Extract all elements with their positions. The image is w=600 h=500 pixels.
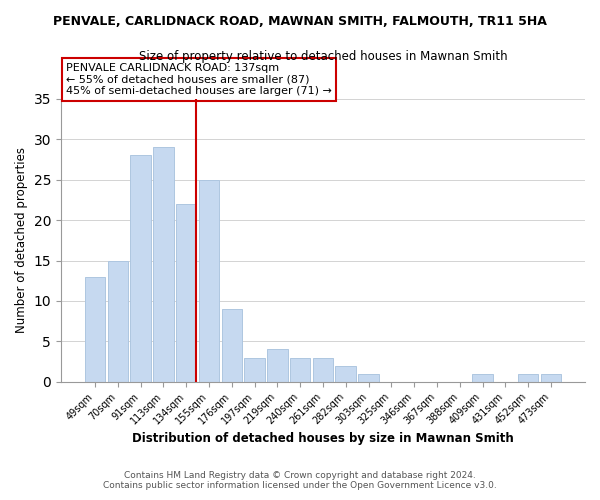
Bar (358, 374, 379, 382)
X-axis label: Distribution of detached houses by size in Mawnan Smith: Distribution of detached houses by size … (132, 432, 514, 445)
Text: PENVALE CARLIDNACK ROAD: 137sqm
← 55% of detached houses are smaller (87)
45% of: PENVALE CARLIDNACK ROAD: 137sqm ← 55% of… (66, 63, 332, 96)
Bar (244, 358, 265, 382)
Bar (472, 374, 493, 382)
Bar (313, 358, 333, 382)
Text: Contains HM Land Registry data © Crown copyright and database right 2024.
Contai: Contains HM Land Registry data © Crown c… (103, 470, 497, 490)
Bar (221, 309, 242, 382)
Bar (153, 148, 173, 382)
Bar (267, 350, 287, 382)
Bar (335, 366, 356, 382)
Bar (130, 156, 151, 382)
Bar (107, 260, 128, 382)
Bar (541, 374, 561, 382)
Y-axis label: Number of detached properties: Number of detached properties (15, 148, 28, 334)
Bar (518, 374, 538, 382)
Text: PENVALE, CARLIDNACK ROAD, MAWNAN SMITH, FALMOUTH, TR11 5HA: PENVALE, CARLIDNACK ROAD, MAWNAN SMITH, … (53, 15, 547, 28)
Bar (199, 180, 219, 382)
Bar (290, 358, 310, 382)
Bar (176, 204, 196, 382)
Bar (85, 276, 105, 382)
Title: Size of property relative to detached houses in Mawnan Smith: Size of property relative to detached ho… (139, 50, 507, 63)
